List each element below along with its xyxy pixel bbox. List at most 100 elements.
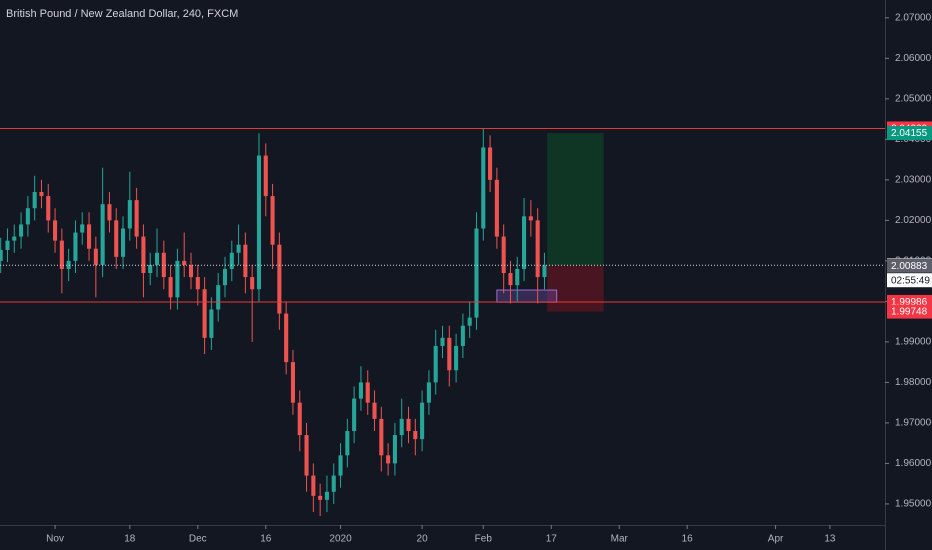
candle-body	[440, 337, 445, 346]
candle-body	[12, 236, 17, 241]
x-tick-label: Nov	[46, 534, 64, 545]
y-tick-label: 2.03000	[895, 175, 932, 186]
x-tick-label: Feb	[475, 534, 493, 545]
candle-body	[426, 382, 431, 403]
x-tick-label: 16	[260, 534, 272, 545]
candle-body	[447, 337, 452, 371]
candle-body	[304, 435, 309, 476]
candle-body	[494, 179, 499, 237]
candle-body	[161, 252, 166, 278]
candle-body	[182, 260, 187, 265]
candle-body	[19, 224, 24, 237]
candle-body	[413, 431, 418, 440]
candle-body	[515, 268, 520, 286]
candle-body	[277, 244, 282, 314]
candle-body	[32, 192, 37, 209]
y-tick-label: 2.06000	[895, 53, 932, 64]
x-tick-label: 13	[824, 534, 836, 545]
candle-body	[474, 228, 479, 318]
target-zone	[547, 133, 604, 266]
candle-body	[358, 382, 363, 399]
candle-body	[379, 418, 384, 456]
countdown: 02:55:49	[891, 275, 930, 286]
candle-body	[100, 204, 105, 265]
highlight-zone	[496, 289, 558, 303]
candle-body	[168, 277, 173, 298]
candle-body	[535, 220, 540, 278]
candle-body	[87, 224, 92, 249]
x-tick-label: Dec	[189, 534, 207, 545]
candle-body	[290, 362, 295, 403]
candle-body	[120, 228, 126, 257]
target-tag: 2.04155	[891, 128, 928, 139]
candle-body	[324, 491, 329, 500]
x-tick-label: 17	[546, 534, 558, 545]
entry-tag: 2.00883	[891, 261, 928, 272]
candle-body	[420, 402, 425, 440]
candle-body	[488, 147, 493, 180]
candle-body	[352, 398, 357, 432]
candle-body	[331, 475, 336, 492]
candle-body	[66, 260, 71, 269]
y-tick-label: 1.99000	[895, 337, 932, 348]
candle-body	[365, 382, 370, 403]
candle-body	[263, 155, 268, 197]
candle-body	[338, 455, 343, 476]
candle-body	[460, 325, 465, 346]
candle-body	[195, 277, 200, 290]
candle-body	[386, 455, 391, 464]
candle-body	[209, 309, 214, 338]
candle-body	[188, 264, 194, 278]
candle-body	[148, 264, 153, 274]
candle-body	[243, 244, 248, 278]
candle-body	[454, 345, 459, 371]
candle-body	[53, 220, 58, 241]
y-tick-label: 2.05000	[895, 93, 932, 104]
y-tick-label: 1.96000	[895, 458, 932, 469]
candle-body	[39, 192, 44, 197]
candle-body	[0, 249, 3, 261]
y-tick-label: 2.07000	[895, 12, 932, 23]
level-tag: 1.99986	[891, 297, 928, 308]
candle-body	[256, 155, 262, 290]
candle-body	[127, 200, 132, 229]
x-tick-label: 20	[417, 534, 429, 545]
target-tag-bg	[887, 126, 932, 141]
x-tick-label: Apr	[768, 534, 784, 545]
stop-tag-bg	[887, 304, 932, 319]
x-tick-label: 16	[682, 534, 694, 545]
candle-body	[222, 268, 228, 286]
candle-body	[481, 147, 486, 229]
candle-body	[114, 220, 119, 257]
candle-body	[25, 208, 30, 225]
candle-body	[270, 196, 275, 245]
candle-body	[80, 224, 85, 233]
y-tick-label: 1.97000	[895, 418, 932, 429]
candle-body	[141, 236, 146, 274]
candle-body	[542, 265, 547, 278]
candle-body	[318, 495, 323, 500]
candle-body	[528, 216, 533, 221]
candle-body	[406, 418, 411, 432]
y-tick-label: 2.02000	[895, 215, 932, 226]
candle-body	[522, 216, 527, 269]
candle-body	[46, 196, 51, 221]
candle-body	[501, 236, 506, 274]
candle-body	[297, 402, 302, 436]
candle-body	[236, 244, 241, 253]
candle-body	[216, 285, 221, 310]
candle-body	[345, 431, 350, 456]
x-tick-label: 2020	[329, 534, 352, 545]
chart-title: British Pound / New Zealand Dollar, 240,…	[6, 8, 238, 20]
candle-body	[399, 418, 404, 436]
candle-body	[467, 317, 472, 326]
candle-body	[5, 240, 10, 250]
candle-body	[175, 260, 180, 298]
candle-body	[250, 277, 255, 290]
candle-body	[433, 345, 438, 383]
candle-body	[311, 475, 316, 496]
candle-body	[154, 252, 160, 265]
candle-body	[134, 200, 139, 237]
